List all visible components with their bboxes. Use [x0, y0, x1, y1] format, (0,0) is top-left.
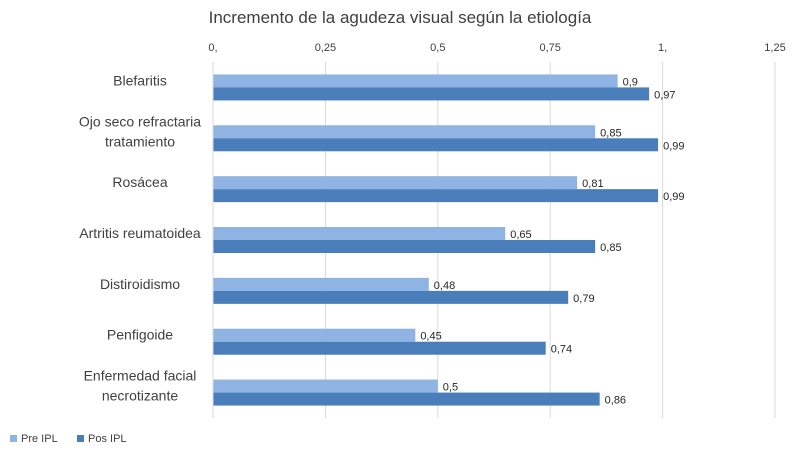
category-label: Penfigoide [107, 327, 173, 343]
category-label: Blefaritis [113, 72, 167, 88]
bar-pos-ipl [213, 341, 546, 355]
category-label: Ojo seco refractaria [79, 113, 201, 129]
bar-pre-ipl [213, 328, 416, 342]
category-label: necrotizante [102, 388, 178, 404]
data-label: 0,99 [663, 140, 684, 152]
category-label: Artritis reumatoidea [79, 225, 201, 241]
bar-pre-ipl [213, 74, 618, 88]
bar-pre-ipl [213, 125, 596, 139]
legend-label: Pre IPL [21, 433, 58, 445]
legend-swatch [10, 435, 17, 442]
category-label: Distiroidismo [100, 276, 180, 292]
bar-pos-ipl [213, 87, 650, 101]
x-tick-label: 0, [208, 42, 217, 54]
chart-title: Incremento de la agudeza visual según la… [208, 8, 592, 27]
bar-pre-ipl [213, 277, 429, 291]
data-label: 0,81 [582, 178, 603, 190]
data-label: 0,65 [510, 229, 531, 241]
bar-pos-ipl [213, 290, 569, 304]
data-label: 0,85 [600, 242, 621, 254]
bar-pos-ipl [213, 240, 596, 253]
category-label: tratamiento [105, 133, 175, 149]
legend-swatch [77, 435, 84, 442]
data-label: 0,86 [605, 395, 626, 407]
bar-pos-ipl [213, 392, 600, 406]
data-label: 0,85 [600, 127, 621, 139]
data-label: 0,48 [434, 280, 455, 292]
x-tick-label: 1,25 [764, 42, 785, 54]
bar-pos-ipl [213, 138, 659, 152]
data-label: 0,45 [420, 331, 441, 343]
data-label: 0,5 [443, 382, 458, 394]
data-label: 0,79 [573, 293, 594, 305]
x-tick-label: 0,5 [430, 42, 445, 54]
data-label: 0,74 [551, 344, 572, 356]
data-label: 0,97 [654, 89, 675, 101]
bar-pre-ipl [213, 227, 506, 240]
x-tick-label: 1, [658, 42, 667, 54]
bar-pre-ipl [213, 176, 578, 190]
x-tick-label: 0,25 [315, 42, 336, 54]
data-label: 0,99 [663, 191, 684, 203]
x-tick-label: 0,75 [539, 42, 560, 54]
category-label: Enfermedad facial [84, 368, 197, 384]
bar-pos-ipl [213, 189, 659, 203]
legend-label: Pos IPL [88, 433, 127, 445]
bar-pre-ipl [213, 379, 438, 393]
data-label: 0,9 [623, 76, 638, 88]
category-label: Rosácea [112, 174, 167, 190]
